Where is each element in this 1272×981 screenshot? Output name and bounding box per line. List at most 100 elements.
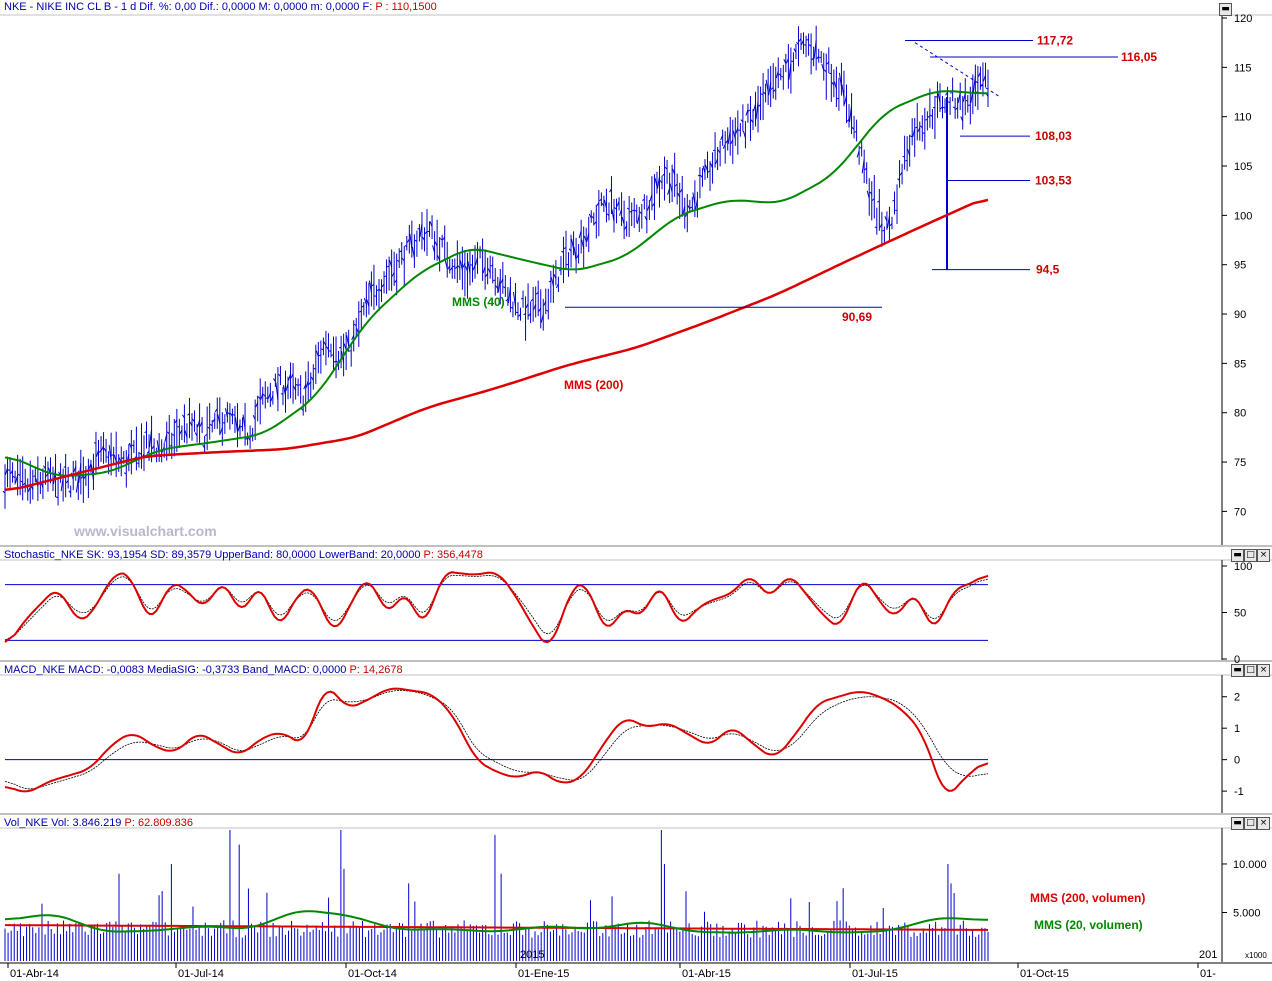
price-bar-open: [283, 384, 286, 396]
price-bar-open: [232, 414, 236, 416]
price-bar-open: [497, 278, 501, 293]
price-bar-open: [674, 183, 678, 187]
price-bar-open: [755, 101, 759, 120]
price-header-value: P : 110,1500: [375, 1, 437, 13]
price-bar-open: [568, 248, 572, 252]
price-bar-open: [414, 239, 418, 242]
mms200-line: [4, 198, 989, 492]
price-bar-open: [10, 470, 14, 475]
price-bar-open: [308, 381, 312, 385]
price-bar-open: [525, 303, 529, 309]
price-bar-open: [204, 434, 208, 436]
price-bar-open: [437, 255, 441, 261]
price-bar-open: [770, 87, 774, 90]
price-bar-open: [512, 291, 516, 307]
vol-tick-label: 5.000: [1233, 907, 1261, 919]
price-bar-open: [237, 424, 241, 432]
vol-close-button[interactable]: ×: [1257, 817, 1270, 830]
price-bar-open: [217, 414, 221, 424]
price-bar-open: [925, 118, 928, 121]
price-bar-open: [35, 478, 39, 487]
price-bar-open: [384, 275, 387, 278]
price-bar-open: [879, 223, 883, 228]
price-bar-open: [715, 158, 719, 165]
stoch-minimize-button[interactable]: ▬: [1231, 549, 1244, 562]
price-bar-open: [101, 445, 105, 451]
macd-header-label: MACD_NKE MACD: -0,0083 MediaSIG: -0,3733…: [4, 664, 347, 676]
price-bar-open: [275, 382, 279, 400]
price-bar-open: [459, 260, 463, 271]
mms200-label: MMS (200): [564, 378, 623, 392]
vol-header-value: P: 62.809.836: [124, 817, 194, 829]
price-bar-open: [915, 126, 918, 129]
year-label: 2015: [520, 949, 544, 961]
price-bar-open: [300, 408, 304, 411]
price-bar-open: [93, 442, 97, 444]
price-bar-open: [907, 148, 911, 156]
price-bar-open: [75, 479, 79, 493]
vol-mms20-label: MMS (20, volumen): [1034, 918, 1143, 932]
price-bar-open: [131, 444, 135, 447]
price-bar-open: [419, 223, 423, 238]
macd-close-button[interactable]: ×: [1257, 664, 1270, 677]
price-bar-open: [609, 188, 612, 193]
price-bar-open: [851, 127, 855, 130]
price-bar-open: [219, 427, 223, 434]
macd-header-value: P: 14,2678: [349, 664, 403, 676]
price-bar-open: [823, 69, 827, 73]
price-bar-open: [624, 225, 628, 230]
vol-minimize-button[interactable]: ▬: [1231, 817, 1244, 830]
price-bar-open: [543, 301, 547, 306]
price-bar-open: [439, 238, 443, 241]
price-bar-open: [305, 380, 309, 388]
price-bar-open: [793, 48, 797, 53]
price-bar-open: [482, 266, 486, 274]
price-minimize-button[interactable]: ▬: [1219, 3, 1232, 16]
price-bar-open: [856, 150, 860, 158]
price-bar-open: [245, 438, 248, 440]
vol-mms200-label: MMS (200, volumen): [1030, 891, 1145, 905]
price-bar-open: [293, 386, 297, 391]
price-bar-open: [846, 118, 850, 122]
price-bar-open: [422, 236, 425, 241]
price-bar-open: [656, 176, 660, 189]
price-bar-open: [449, 267, 453, 271]
price-bar-open: [503, 286, 506, 289]
price-bar-open: [712, 149, 716, 152]
price-bar-open: [546, 309, 549, 312]
macd-maximize-button[interactable]: □: [1244, 664, 1257, 677]
price-bar-open: [919, 125, 923, 129]
macd-minimize-button[interactable]: ▬: [1231, 664, 1244, 677]
stoch-maximize-button[interactable]: □: [1244, 549, 1257, 562]
price-bar-open: [578, 230, 582, 239]
price-bar-open: [745, 109, 749, 116]
price-bar-open: [629, 210, 632, 213]
price-bar-open: [854, 131, 857, 133]
price-bar-open: [493, 279, 496, 282]
price-bar-open: [442, 236, 446, 241]
price-bar-open: [722, 144, 726, 149]
price-bar-open: [518, 313, 521, 317]
stoch-close-button[interactable]: ×: [1257, 549, 1270, 562]
price-tick-label: 105: [1234, 161, 1252, 173]
price-bar-open: [833, 81, 837, 89]
price-bar-open: [417, 227, 420, 230]
price-bar-open: [550, 277, 554, 287]
price-bar-open: [702, 165, 706, 174]
vol-mms20-line: [4, 910, 989, 934]
price-bar-open: [571, 238, 575, 250]
price-bar-open: [927, 115, 931, 118]
vol-maximize-button[interactable]: □: [1244, 817, 1257, 830]
price-bar-open: [108, 445, 112, 461]
price-bar-open: [404, 245, 408, 247]
price-bar-open: [247, 437, 251, 441]
price-bar-open: [485, 273, 489, 277]
volume-bars: [4, 830, 989, 961]
price-bar-open: [321, 348, 324, 351]
x-tick-label: 01-Oct-14: [348, 968, 397, 980]
price-bar-open: [952, 106, 956, 109]
price-bar-open: [871, 198, 875, 201]
price-bar-open: [849, 105, 853, 122]
price-bar-open: [202, 444, 206, 449]
price-bar-open: [472, 265, 476, 271]
